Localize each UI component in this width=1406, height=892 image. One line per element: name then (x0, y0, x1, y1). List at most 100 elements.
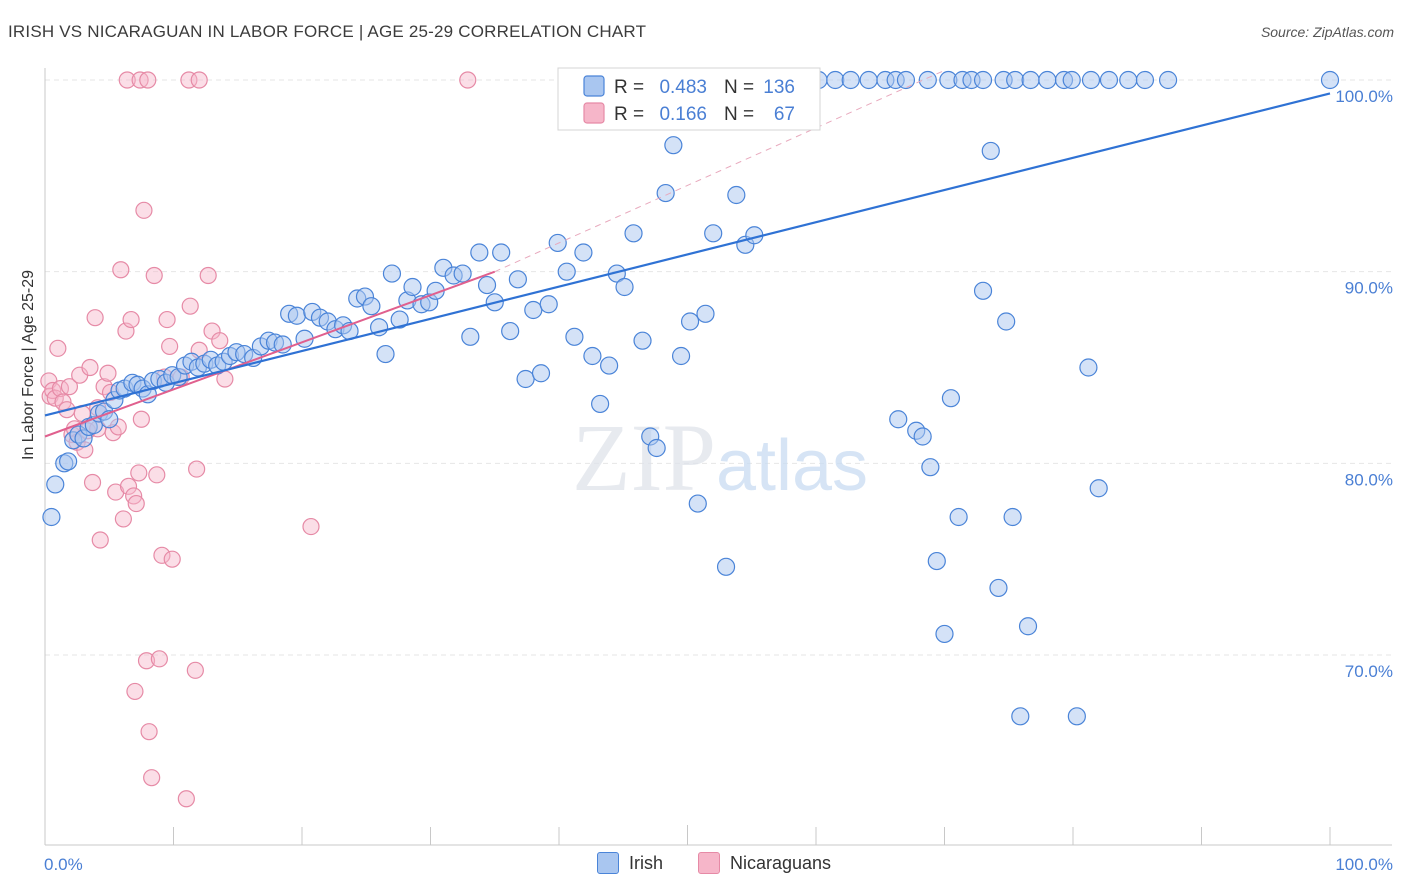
x-tick-label-min: 0.0% (44, 855, 83, 874)
irish-point (1021, 70, 1040, 90)
nicaraguans-point (148, 466, 166, 484)
irish-point (390, 310, 409, 329)
irish-point (671, 346, 691, 366)
irish-point (362, 297, 381, 316)
nicaraguans-point (114, 510, 132, 528)
irish-point (539, 295, 558, 314)
nicaraguans-trend-extension (494, 69, 945, 273)
irish-point (716, 557, 736, 576)
irish-point (624, 224, 643, 243)
y-tick-label: 80.0% (1345, 470, 1393, 489)
irish-point (1089, 479, 1108, 498)
nicaraguans-point (119, 477, 138, 495)
irish-point (1135, 70, 1155, 90)
irish-point (376, 344, 395, 364)
irish-point (696, 304, 715, 323)
irish-point (1320, 70, 1340, 90)
chart-source: Source: ZipAtlas.com (1260, 24, 1394, 40)
stats-legend-r-label: R = (614, 77, 644, 98)
irish-point (583, 346, 602, 366)
nicaraguans-point (99, 364, 117, 382)
nicaraguans-swatch (698, 852, 720, 874)
stats-legend-n-value: 136 (763, 77, 795, 98)
nicaraguans-point (130, 464, 148, 482)
legend-item-nicaraguans[interactable]: Nicaraguans (698, 852, 831, 874)
nicaraguans-point (163, 550, 181, 568)
irish-point (727, 185, 746, 205)
legend-item-irish[interactable]: Irish (597, 852, 663, 874)
nicaraguans-point (199, 266, 217, 285)
nicaraguans-point (161, 337, 179, 356)
nicaraguans-point (153, 546, 171, 564)
y-tick-label: 70.0% (1345, 662, 1393, 681)
stats-legend-swatch (583, 75, 605, 97)
irish-point (615, 277, 634, 297)
irish-point (889, 410, 908, 429)
irish-point (273, 335, 292, 354)
irish-point (1119, 70, 1138, 90)
irish-point (565, 327, 584, 346)
irish-point (1006, 70, 1025, 90)
nicaraguans-point (211, 332, 229, 350)
irish-point (918, 70, 937, 90)
irish-point (1038, 70, 1057, 90)
stats-legend-swatch (583, 102, 605, 124)
nicaraguans-point (143, 769, 161, 787)
irish-point (1011, 707, 1030, 726)
irish-point (913, 427, 932, 446)
nicaraguans-point (177, 790, 195, 808)
irish-point (516, 369, 535, 389)
irish-point (591, 394, 610, 414)
nicaraguans-point (83, 473, 102, 492)
irish-point (941, 389, 961, 408)
watermark-zip: ZIP (572, 404, 716, 511)
nicaraguans-point (60, 378, 79, 396)
irish-point (557, 262, 576, 281)
y-axis-label: In Labor Force | Age 25-29 (20, 269, 37, 460)
chart-title: IRISH VS NICARAGUAN IN LABOR FORCE | AGE… (8, 22, 647, 41)
irish-trend-line (44, 92, 1331, 417)
irish-point (382, 264, 402, 283)
irish-point (524, 300, 543, 320)
nicaraguans-point (181, 297, 199, 315)
nicaraguans-trend-line (44, 270, 496, 438)
nicaraguans-point (302, 517, 320, 536)
irish-point (633, 331, 652, 350)
irish-point (981, 141, 1000, 161)
stats-legend-n-label: N = (724, 104, 754, 125)
nicaraguans-point (459, 71, 477, 89)
irish-point (841, 70, 860, 90)
nicaraguans-point (140, 723, 158, 741)
irish-point (1003, 507, 1022, 527)
stats-legend-r-value: 0.483 (659, 77, 707, 98)
nicaraguans-point (86, 309, 104, 327)
irish-point (680, 312, 700, 331)
nicaraguans-point (158, 310, 176, 329)
tick-labels: 70.0% 80.0% 90.0% 100.0% 0.0% 100.0% (44, 87, 1393, 874)
axes (44, 68, 1392, 846)
nicaraguans-point (132, 410, 150, 428)
irish-point (1158, 70, 1178, 90)
irish-point (470, 243, 489, 262)
nicaraguans-point (139, 71, 157, 89)
irish-point (927, 551, 946, 571)
watermark: ZIPatlas (572, 404, 868, 511)
irish-point (647, 438, 666, 458)
irish-points (42, 70, 1340, 726)
nicaraguans-point (137, 652, 156, 670)
irish-point (453, 264, 472, 283)
stats-legend-r-label: R = (614, 104, 644, 125)
irish-point (1079, 358, 1098, 377)
irish-point (492, 243, 511, 262)
irish-point (656, 183, 675, 203)
irish-point (501, 321, 520, 341)
nicaraguans-point (188, 460, 206, 478)
nicaraguans-point (112, 261, 130, 279)
nicaraguans-point (127, 494, 145, 513)
irish-point (477, 275, 497, 295)
y-tick-label: 100.0% (1335, 87, 1393, 106)
nicaraguans-point (126, 682, 144, 701)
irish-point (46, 475, 65, 494)
irish-point (973, 281, 993, 300)
nicaraguans-point (190, 71, 208, 89)
